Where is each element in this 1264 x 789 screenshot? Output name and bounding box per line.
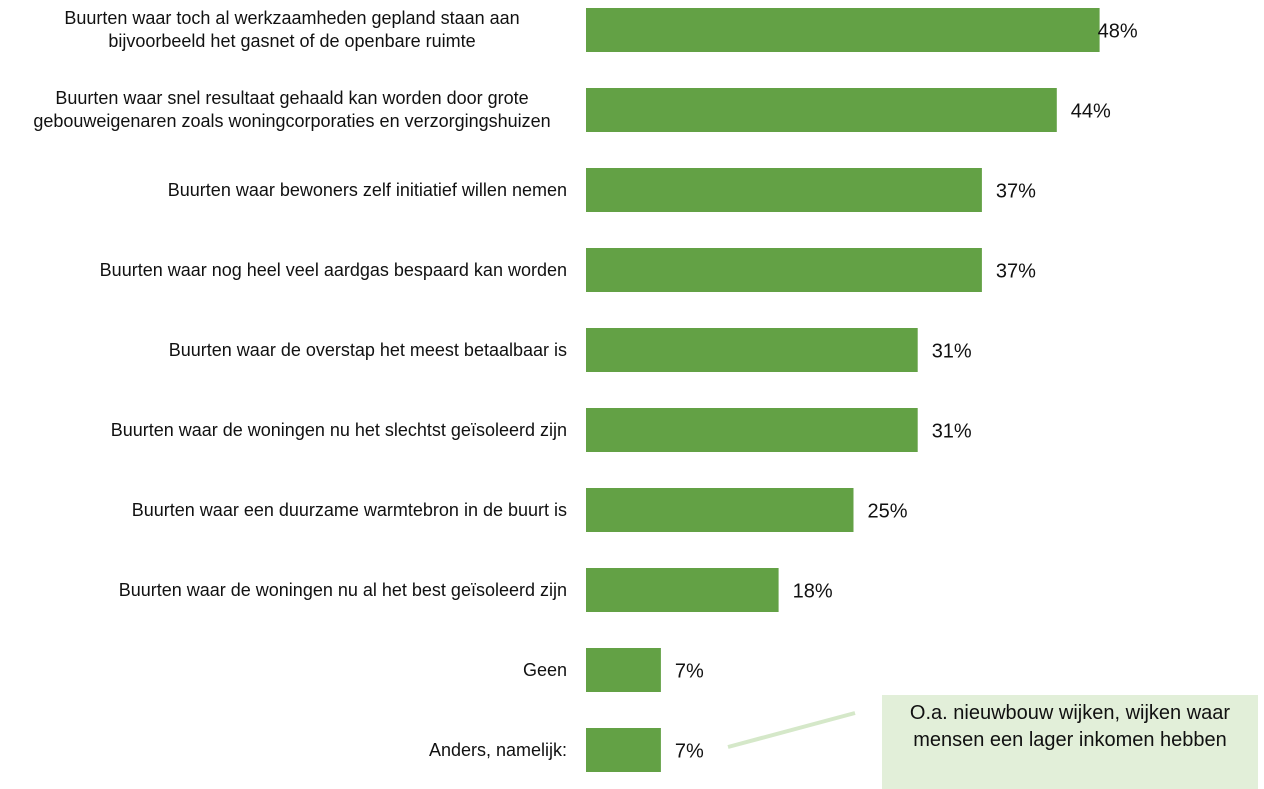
category-text: Buurten waar bewoners zelf initiatief wi… — [167, 179, 567, 200]
value-label: 48% — [1098, 20, 1138, 42]
bar — [586, 728, 661, 772]
value-label: 7% — [675, 740, 704, 762]
value-label: 7% — [675, 660, 704, 682]
value-label: 25% — [868, 500, 908, 522]
category-label: Anders, namelijk: — [17, 710, 567, 789]
value-label: 44% — [1071, 100, 1111, 122]
category-text: Buurten waar nog heel veel aardgas bespa… — [99, 259, 567, 280]
category-label: Buurten waar toch al werkzaamheden gepla… — [17, 0, 567, 70]
category-text: Buurten waar snel resultaat gehaald kan … — [33, 88, 551, 131]
annotation: O.a. nieuwbouw wijken, wijken waar mense… — [882, 695, 1258, 789]
bar — [586, 488, 854, 532]
bar — [586, 648, 661, 692]
bar — [586, 248, 982, 292]
bar — [586, 568, 779, 612]
category-text: Buurten waar de overstap het meest betaa… — [168, 339, 567, 360]
category-label: Buurten waar bewoners zelf initiatief wi… — [17, 150, 567, 230]
category-label: Buurten waar nog heel veel aardgas bespa… — [17, 230, 567, 310]
bar — [586, 328, 918, 372]
value-label: 37% — [996, 180, 1036, 202]
bar — [586, 408, 918, 452]
bar — [586, 8, 1100, 52]
category-label: Buurten waar de woningen nu al het best … — [17, 550, 567, 630]
value-label: 31% — [932, 420, 972, 442]
category-label: Buurten waar snel resultaat gehaald kan … — [17, 70, 567, 150]
bar — [586, 168, 982, 212]
category-text: Anders, namelijk: — [428, 739, 567, 760]
category-label: Buurten waar de overstap het meest betaa… — [17, 310, 567, 390]
category-label: Buurten waar de woningen nu het slechtst… — [17, 390, 567, 470]
category-text: Buurten waar de woningen nu het slechtst… — [110, 419, 567, 440]
value-label: 31% — [932, 340, 972, 362]
category-text: Buurten waar een duurzame warmtebron in … — [131, 499, 567, 520]
bar — [586, 88, 1057, 132]
category-label: Geen — [17, 630, 567, 710]
category-label: Buurten waar een duurzame warmtebron in … — [17, 470, 567, 550]
callout-line — [727, 711, 856, 749]
category-text: Buurten waar toch al werkzaamheden gepla… — [64, 8, 520, 51]
value-label: 18% — [793, 580, 833, 602]
category-text: Buurten waar de woningen nu al het best … — [118, 579, 567, 600]
category-text: Geen — [522, 659, 567, 680]
value-label: 37% — [996, 260, 1036, 282]
